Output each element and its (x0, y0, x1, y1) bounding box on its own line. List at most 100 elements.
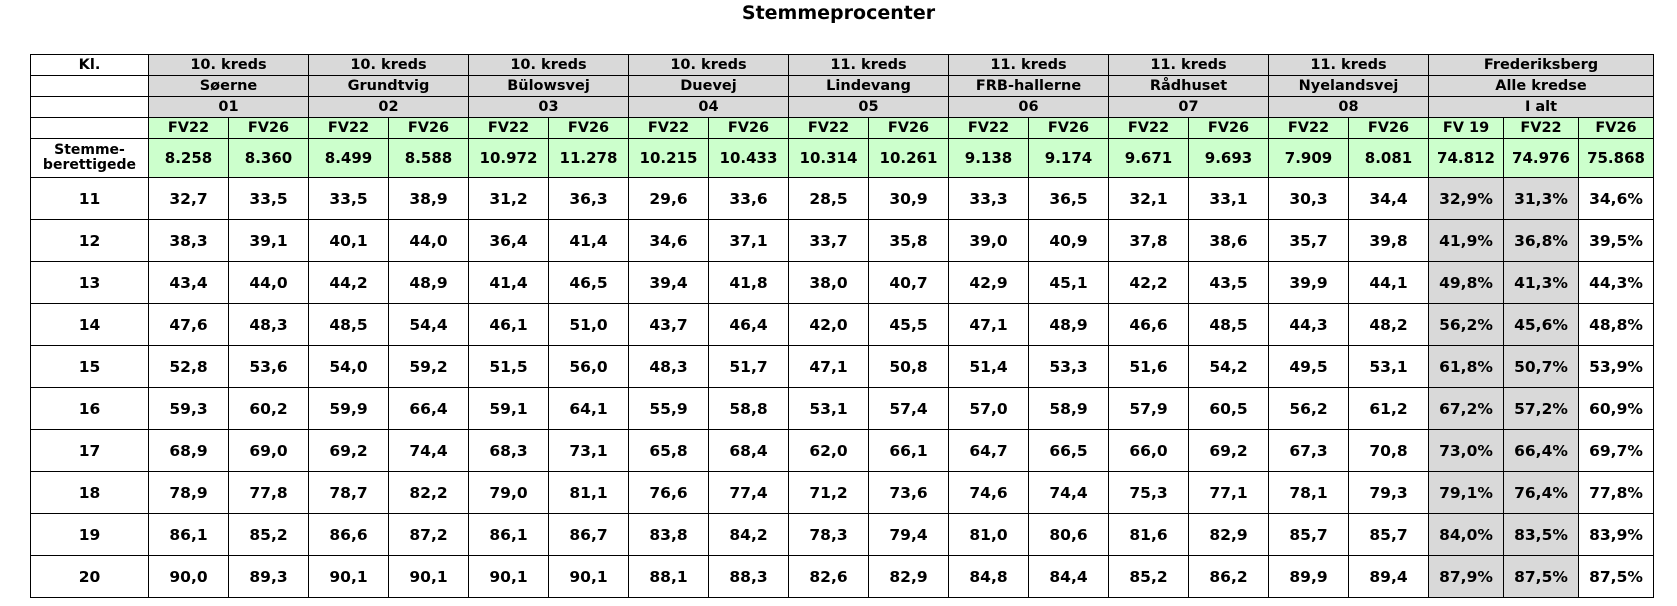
turnout-value: 54,0 (308, 345, 389, 388)
turnout-value: 51,6 (1108, 345, 1189, 388)
election-header: FV22 (308, 117, 389, 139)
page-title: Stemmeprocenter (741, 2, 936, 24)
turnout-value: 40,9 (1028, 219, 1109, 262)
eligible-count: 9.671 (1108, 138, 1189, 178)
turnout-value: 51,5 (468, 345, 549, 388)
table-row: 16 59,3 60,2 59,9 66,4 59,1 64,1 55,9 58,8 53,1 57… (30, 387, 1655, 430)
turnout-value: 33,5 (308, 177, 389, 220)
election-header: FV26 (548, 117, 629, 139)
turnout-value: 39,1 (228, 219, 309, 262)
kreds-header: 11. kreds (788, 54, 949, 76)
table-row: FV22 FV26 FV22 FV26 FV22 FV26 FV22 FV26 FV22 FV26… (30, 117, 1655, 139)
kreds-header: 10. kreds (148, 54, 309, 76)
turnout-value: 61,2 (1348, 387, 1429, 430)
turnout-value: 66,1 (868, 429, 949, 472)
election-header: FV22 (468, 117, 549, 139)
location-header: Duevej (628, 75, 789, 97)
turnout-value: 64,1 (548, 387, 629, 430)
turnout-value: 58,9 (1028, 387, 1109, 430)
turnout-value: 49,5 (1268, 345, 1349, 388)
eligible-count: 8.258 (148, 138, 229, 178)
turnout-value: 42,2 (1108, 261, 1189, 304)
turnout-value: 74,4 (1028, 471, 1109, 514)
label-line: berettigede (42, 157, 137, 173)
code-header: 06 (948, 96, 1109, 118)
eligible-count: 10.261 (868, 138, 949, 178)
eligible-count: 10.972 (468, 138, 549, 178)
class-label: 20 (30, 555, 149, 598)
turnout-value: 88,3 (708, 555, 789, 598)
turnout-value: 88,1 (628, 555, 709, 598)
turnout-value: 84,0% (1428, 513, 1504, 556)
turnout-value: 54,2 (1188, 345, 1269, 388)
turnout-value: 51,4 (948, 345, 1029, 388)
turnout-value: 79,1% (1428, 471, 1504, 514)
turnout-value: 83,8 (628, 513, 709, 556)
eligible-label: Stemme-berettigede (30, 138, 149, 178)
turnout-value: 68,4 (708, 429, 789, 472)
turnout-value: 78,3 (788, 513, 869, 556)
turnout-value: 48,9 (1028, 303, 1109, 346)
election-header: FV22 (628, 117, 709, 139)
turnout-value: 41,8 (708, 261, 789, 304)
turnout-value: 83,9% (1577, 513, 1655, 556)
class-label: 18 (30, 471, 149, 514)
election-header: FV26 (1348, 117, 1429, 139)
turnout-value: 43,4 (148, 261, 229, 304)
turnout-value: 41,4 (548, 219, 629, 262)
eligible-count: 10.433 (708, 138, 789, 178)
turnout-value: 44,0 (228, 261, 309, 304)
turnout-value: 44,3% (1577, 261, 1655, 304)
turnout-value: 56,0 (548, 345, 629, 388)
election-header: FV26 (1577, 117, 1655, 139)
turnout-value: 51,0 (548, 303, 629, 346)
location-header: Søerne (148, 75, 309, 97)
turnout-value: 53,3 (1028, 345, 1109, 388)
turnout-value: 45,5 (868, 303, 949, 346)
turnout-value: 31,2 (468, 177, 549, 220)
turnout-value: 87,9% (1428, 555, 1504, 598)
turnout-value: 65,8 (628, 429, 709, 472)
turnout-value: 89,9 (1268, 555, 1349, 598)
table-row: 01 02 03 04 05 06 07 08 I alt (30, 96, 1655, 118)
turnout-value: 68,3 (468, 429, 549, 472)
eligible-count: 10.314 (788, 138, 869, 178)
kreds-header: 11. kreds (1268, 54, 1429, 76)
turnout-value: 35,7 (1268, 219, 1349, 262)
turnout-value: 80,6 (1028, 513, 1109, 556)
label-line: Stemme- (54, 142, 125, 158)
turnout-value: 52,8 (148, 345, 229, 388)
turnout-value: 38,9 (388, 177, 469, 220)
code-header: 03 (468, 96, 629, 118)
turnout-value: 48,9 (388, 261, 469, 304)
turnout-value: 37,1 (708, 219, 789, 262)
election-header: FV26 (1028, 117, 1109, 139)
turnout-value: 33,7 (788, 219, 869, 262)
turnout-value: 30,3 (1268, 177, 1349, 220)
turnout-value: 50,8 (868, 345, 949, 388)
election-header: FV26 (708, 117, 789, 139)
eligible-count: 11.278 (548, 138, 629, 178)
turnout-value: 38,0 (788, 261, 869, 304)
turnout-value: 62,0 (788, 429, 869, 472)
turnout-value: 75,3 (1108, 471, 1189, 514)
turnout-value: 69,2 (1188, 429, 1269, 472)
turnout-value: 44,2 (308, 261, 389, 304)
turnout-value: 85,7 (1268, 513, 1349, 556)
turnout-value: 84,8 (948, 555, 1029, 598)
turnout-value: 38,3 (148, 219, 229, 262)
table-row: 12 38,3 39,1 40,1 44,0 36,4 41,4 34,6 37,1 33,7 35… (30, 219, 1655, 262)
turnout-value: 87,2 (388, 513, 469, 556)
turnout-value: 28,5 (788, 177, 869, 220)
election-header: FV 19 (1428, 117, 1504, 139)
turnout-value: 73,0% (1428, 429, 1504, 472)
turnout-value: 85,2 (1108, 555, 1189, 598)
turnout-value: 34,4 (1348, 177, 1429, 220)
turnout-value: 81,0 (948, 513, 1029, 556)
table-row: 17 68,9 69,0 69,2 74,4 68,3 73,1 65,8 68,4 62,0 66… (30, 429, 1655, 472)
class-label: 17 (30, 429, 149, 472)
election-header: FV22 (1108, 117, 1189, 139)
turnout-value: 70,8 (1348, 429, 1429, 472)
turnout-value: 33,5 (228, 177, 309, 220)
